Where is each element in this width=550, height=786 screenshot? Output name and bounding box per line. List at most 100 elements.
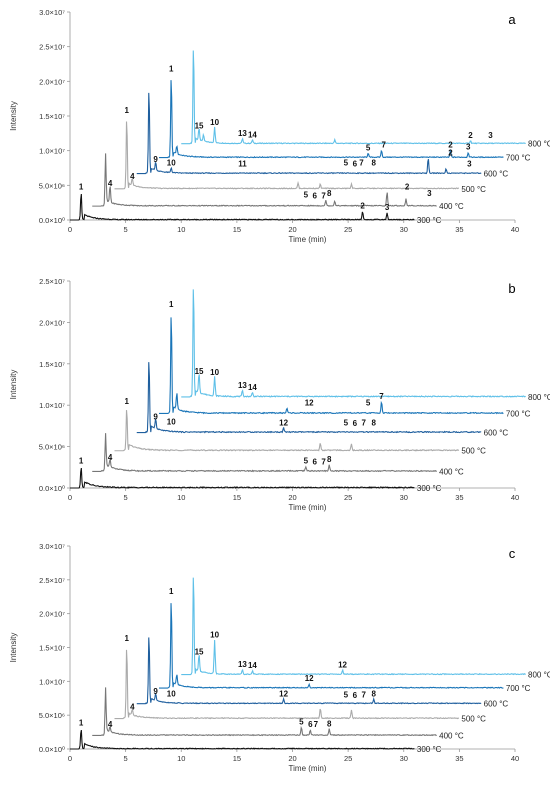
- y-tick-label: 1.5×10⁷: [39, 644, 65, 653]
- series-line: [114, 410, 460, 452]
- chart-panel-c: 0 5 10 15 20 25 30 35 400.0×10⁰5.0×10⁶1.0×10⁷1.5…: [9, 542, 550, 773]
- y-tick-label: 3.0×10⁷: [39, 542, 65, 551]
- series-line: [114, 649, 460, 720]
- series-700C: 700 °C 1 12 57: [159, 300, 531, 418]
- temperature-label: 800 °C: [528, 393, 550, 402]
- x-tick-label: 35: [455, 493, 463, 502]
- peak-label: 5: [344, 418, 349, 427]
- peak-label: 7: [321, 191, 326, 200]
- peak-label: 11: [238, 159, 247, 168]
- series-line: [181, 50, 526, 145]
- x-tick-label: 25: [344, 225, 352, 234]
- x-tick-label: 5: [124, 493, 128, 502]
- series-line: [92, 433, 438, 473]
- x-tick-label: 40: [511, 225, 519, 234]
- peak-label: 10: [167, 690, 176, 699]
- series-line: [159, 603, 504, 689]
- peak-label: 7: [361, 418, 366, 427]
- temperature-label: 800 °C: [528, 140, 550, 149]
- y-tick-label: 2.5×10⁷: [39, 576, 65, 585]
- peak-label: 3: [488, 131, 493, 140]
- y-tick-label: 5.0×10⁶: [39, 711, 65, 720]
- series-line: [70, 729, 415, 750]
- peak-label: 6: [308, 720, 313, 729]
- series-600C: 600 °C9 10 11 5 6 7 823: [136, 92, 508, 179]
- y-tick-label: 2.0×10⁷: [39, 77, 65, 86]
- temperature-label: 500 °C: [461, 715, 486, 724]
- chart-panel-a: 0 5 10 15 20 25 30 35 400.0×10⁰5.0×10⁶1.0×10⁷1.5…: [9, 8, 550, 244]
- series-400C: 400 °C4 5 6 7 8: [92, 687, 464, 740]
- peak-label: 15: [195, 648, 204, 657]
- peak-label: 10: [210, 368, 219, 377]
- x-axis-title: Time (min): [289, 235, 327, 244]
- y-tick-label: 2.0×10⁷: [39, 318, 65, 327]
- series-line: [136, 637, 482, 705]
- series-line: [159, 80, 504, 159]
- x-axis-title: Time (min): [289, 503, 327, 512]
- series-500C: 500 °C14: [114, 106, 486, 194]
- peak-label: 2: [405, 182, 410, 191]
- peak-label: 1: [169, 64, 174, 73]
- x-tick-label: 30: [400, 225, 408, 234]
- peak-label: 5: [344, 159, 349, 168]
- peak-label: 15: [195, 121, 204, 130]
- peak-label: 3: [427, 189, 432, 198]
- peak-label: 1: [169, 587, 174, 596]
- series-800C: 800 °C 15 10 13 14 2 3: [181, 50, 550, 149]
- y-axis-title: Intensity: [9, 101, 18, 131]
- temperature-label: 800 °C: [528, 671, 550, 680]
- peak-label: 5: [299, 717, 304, 726]
- series-300C: 300 °C 1: [70, 719, 442, 754]
- y-axis-title: Intensity: [9, 370, 18, 400]
- peak-label: 8: [327, 455, 332, 464]
- x-tick-label: 20: [288, 493, 296, 502]
- x-tick-label: 20: [288, 754, 296, 763]
- chart-panel-b: 0 5 10 15 20 25 30 35 400.0×10⁰5.0×10⁶1.0×10⁷1.5…: [9, 277, 550, 512]
- temperature-label: 500 °C: [461, 447, 486, 456]
- series-400C: 400 °C45 6 7 823: [92, 153, 464, 211]
- series-line: [92, 153, 437, 207]
- peak-label: 2: [448, 141, 453, 150]
- x-tick-label: 10: [177, 493, 185, 502]
- temperature-label: 400 °C: [439, 202, 464, 211]
- peak-label: 5: [344, 690, 349, 699]
- peak-label: 13: [238, 660, 247, 669]
- temperature-label: 700 °C: [506, 684, 531, 693]
- peak-label: 8: [371, 690, 376, 699]
- panel-label: c: [509, 546, 516, 561]
- peak-label: 10: [167, 159, 176, 168]
- peak-label: 1: [125, 397, 130, 406]
- x-tick-label: 0: [68, 225, 72, 234]
- series-400C: 400 °C4 5 6 7 8: [92, 433, 464, 476]
- peak-label: 8: [371, 418, 376, 427]
- y-tick-label: 0.0×10⁰: [39, 484, 65, 493]
- series-line: [181, 577, 526, 676]
- peak-label: 1: [79, 719, 84, 728]
- y-tick-label: 1.0×10⁷: [39, 147, 65, 156]
- y-tick-label: 0.0×10⁰: [39, 216, 65, 225]
- peak-label: 7: [379, 392, 384, 401]
- y-tick-label: 1.0×10⁷: [39, 401, 65, 410]
- peak-label: 12: [305, 674, 314, 683]
- peak-label: 4: [108, 179, 113, 188]
- peak-label: 7: [381, 141, 386, 150]
- peak-label: 1: [125, 106, 130, 115]
- x-tick-label: 0: [68, 754, 72, 763]
- peak-label: 12: [279, 690, 288, 699]
- temperature-label: 400 °C: [439, 731, 464, 740]
- peak-label: 5: [304, 456, 309, 465]
- x-tick-label: 30: [400, 754, 408, 763]
- temperature-label: 700 °C: [506, 409, 531, 418]
- peak-label: 6: [353, 419, 358, 428]
- peak-label: 5: [304, 191, 309, 200]
- peak-label: 14: [248, 661, 257, 670]
- peak-label: 6: [313, 457, 318, 466]
- temperature-label: 300 °C: [417, 484, 442, 493]
- peak-label: 4: [108, 720, 113, 729]
- peak-label: 7: [361, 690, 366, 699]
- peak-label: 14: [248, 130, 257, 139]
- peak-label: 3: [385, 203, 390, 212]
- x-tick-label: 5: [124, 754, 128, 763]
- peak-label: 6: [313, 191, 318, 200]
